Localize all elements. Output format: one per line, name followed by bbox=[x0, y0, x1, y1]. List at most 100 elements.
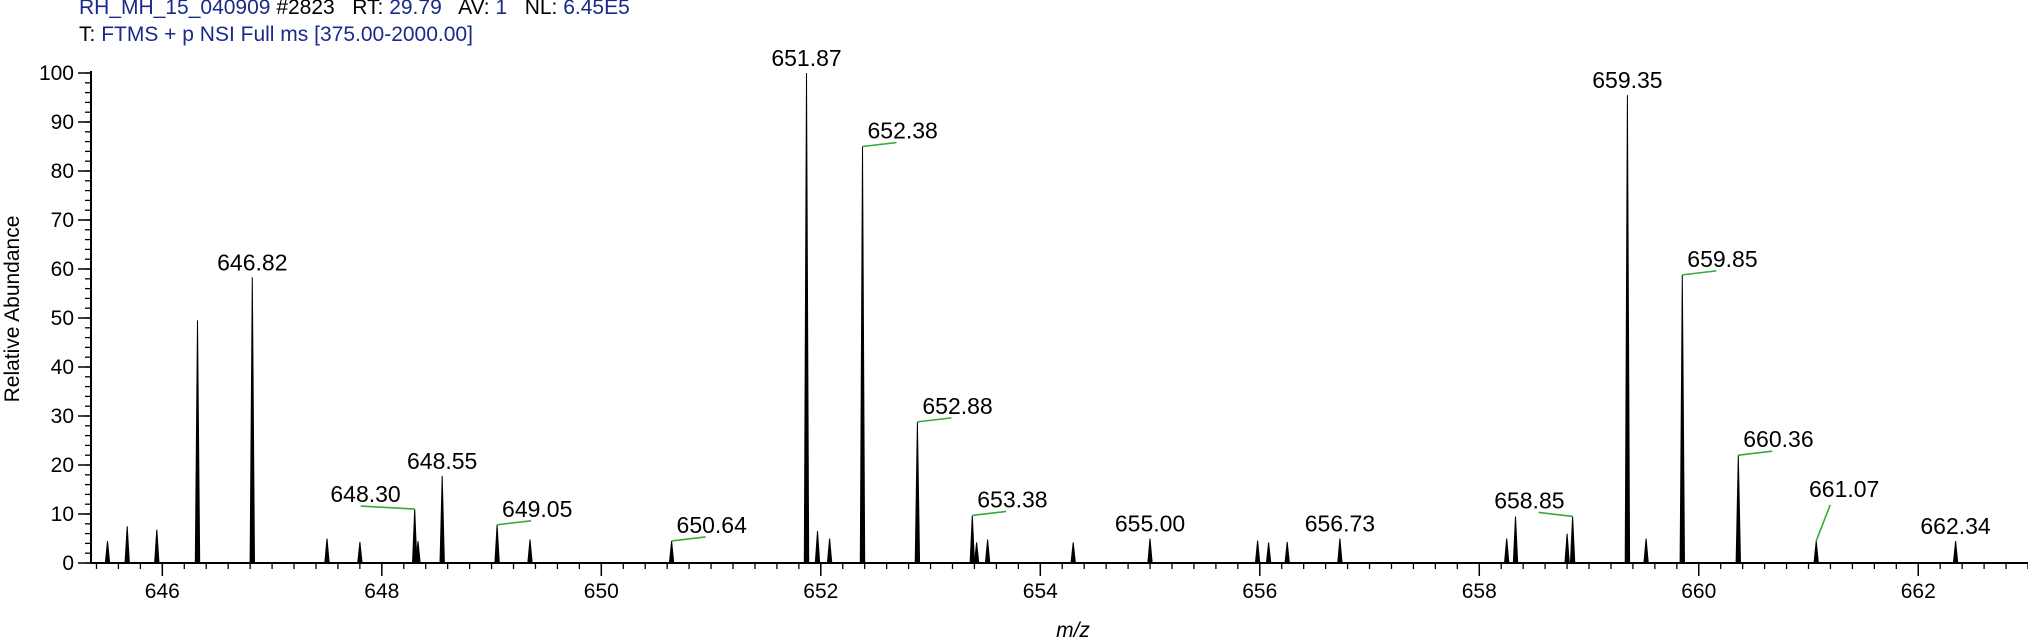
x-tick-label: 646 bbox=[145, 580, 180, 603]
spectrum-peak bbox=[1735, 455, 1742, 564]
spectrum-peak bbox=[973, 542, 980, 564]
av-key: AV: bbox=[458, 0, 490, 19]
peak-label: 648.30 bbox=[330, 481, 400, 507]
x-tick-label: 658 bbox=[1462, 580, 1497, 603]
spectrum-peak bbox=[1284, 541, 1290, 564]
rt-value: 29.79 bbox=[389, 0, 442, 19]
peak-label: 661.07 bbox=[1809, 476, 1879, 502]
spectrum-peak bbox=[527, 539, 533, 564]
y-tick-label: 10 bbox=[51, 503, 74, 526]
peak-label-leader bbox=[496, 519, 532, 526]
nl-value: 6.45E5 bbox=[563, 0, 630, 19]
scan-filter-key: T: bbox=[79, 23, 96, 46]
spectrum-peak bbox=[969, 515, 976, 564]
peak-label-leader bbox=[671, 536, 706, 542]
peak-label-leader bbox=[1538, 511, 1573, 518]
peak-label: 646.82 bbox=[217, 249, 287, 275]
peak-label: 659.35 bbox=[1592, 67, 1662, 93]
peak-label-leader bbox=[917, 417, 952, 423]
peak-label: 650.64 bbox=[677, 512, 748, 538]
spectrum-peak bbox=[1512, 516, 1519, 564]
x-tick-label: 656 bbox=[1242, 580, 1277, 603]
scan-header-line-1: RH_MH_15_040909 #2823 RT: 29.79 AV: 1 NL… bbox=[79, 0, 630, 21]
y-tick-label: 80 bbox=[51, 160, 74, 183]
spectrum-peak bbox=[1265, 542, 1272, 564]
peak-label: 655.00 bbox=[1115, 511, 1185, 537]
chart-peaks bbox=[104, 72, 1959, 564]
x-tick-label: 662 bbox=[1901, 580, 1936, 603]
spectrum-peak bbox=[104, 540, 111, 564]
spectrum-peak bbox=[668, 540, 675, 564]
spectrum-peak bbox=[826, 538, 833, 564]
peak-label-leader bbox=[1738, 450, 1773, 456]
y-tick-label: 100 bbox=[39, 62, 74, 85]
spectrum-peak bbox=[124, 526, 130, 564]
spectrum-peak bbox=[1147, 538, 1153, 564]
x-tick-label: 648 bbox=[364, 580, 399, 603]
x-tick-label: 660 bbox=[1681, 580, 1716, 603]
y-tick-label: 90 bbox=[51, 111, 74, 134]
peak-label-leader bbox=[1815, 504, 1831, 542]
spectrum-peak bbox=[439, 475, 445, 564]
spectrum-peak bbox=[1643, 538, 1649, 564]
peak-label: 648.55 bbox=[407, 448, 477, 474]
x-tick-label: 654 bbox=[1023, 580, 1058, 603]
peak-label: 649.05 bbox=[502, 496, 572, 522]
scan-number: #2823 bbox=[276, 0, 335, 19]
peak-label: 651.87 bbox=[771, 45, 841, 71]
x-tick-label: 652 bbox=[803, 580, 838, 603]
scan-header-line-2: T: FTMS + p NSI Full ms [375.00-2000.00] bbox=[79, 22, 473, 48]
raw-file-name: RH_MH_15_040909 bbox=[79, 0, 271, 19]
spectrum-peak bbox=[1813, 540, 1819, 564]
spectrum-peak bbox=[415, 540, 421, 564]
peak-label: 652.38 bbox=[868, 118, 938, 144]
chart-peak-labels: 646.82 648.30 648.55 649.05 650.64 651.87 652.… bbox=[217, 45, 1991, 542]
peak-label: 658.85 bbox=[1494, 487, 1564, 513]
peak-label: 659.85 bbox=[1687, 246, 1757, 272]
spectrum-peak bbox=[357, 541, 363, 564]
peak-label: 652.88 bbox=[922, 393, 992, 419]
rt-key: RT: bbox=[352, 0, 384, 19]
x-tick-label: 650 bbox=[584, 580, 619, 603]
spectrum-peak bbox=[984, 539, 991, 564]
nl-key: NL: bbox=[524, 0, 558, 19]
y-axis-title: Relative Abundance bbox=[1, 216, 24, 403]
spectrum-peak bbox=[1070, 542, 1076, 564]
chart-axes: 0 10 20 30 40 50 60 70 80 90 100 646 648 650 652 654 656… bbox=[39, 62, 2028, 603]
av-value: 1 bbox=[495, 0, 508, 19]
spectrum-peak bbox=[1337, 538, 1343, 564]
peak-label-leader bbox=[972, 510, 1007, 517]
spectrum-peak bbox=[411, 509, 418, 564]
y-tick-label: 20 bbox=[51, 454, 74, 477]
spectrum-peak bbox=[914, 421, 921, 564]
peak-label: 660.36 bbox=[1743, 426, 1813, 452]
scan-filter-value: FTMS + p NSI Full ms [375.00-2000.00] bbox=[101, 23, 473, 46]
spectrum-peak bbox=[1564, 533, 1570, 564]
spectrum-peak bbox=[1503, 538, 1510, 564]
peak-label-leader bbox=[360, 505, 415, 510]
spectrum-peak bbox=[324, 538, 330, 564]
spectrum-peak bbox=[859, 146, 866, 564]
peak-label: 653.38 bbox=[977, 486, 1047, 512]
x-axis-title: m/z bbox=[1056, 619, 1090, 638]
spectrum-peak bbox=[1254, 540, 1261, 564]
spectrum-peak bbox=[803, 72, 810, 564]
spectrum-peak bbox=[1952, 540, 1959, 564]
spectrum-peak bbox=[194, 320, 201, 564]
spectrum-peak bbox=[814, 531, 821, 564]
y-tick-label: 40 bbox=[51, 356, 74, 379]
y-tick-label: 30 bbox=[51, 405, 74, 428]
y-tick-label: 50 bbox=[51, 307, 74, 330]
y-tick-label: 60 bbox=[51, 258, 74, 281]
spectrum-peak bbox=[1679, 274, 1686, 564]
peak-label: 662.34 bbox=[1920, 513, 1991, 539]
spectrum-peak bbox=[494, 524, 500, 564]
spectrum-peak bbox=[249, 277, 256, 564]
peak-label-leader bbox=[862, 141, 897, 148]
spectrum-peak bbox=[1569, 516, 1576, 564]
spectrum-peak bbox=[154, 529, 160, 564]
peak-label-leader bbox=[1682, 270, 1717, 276]
spectrum-peak bbox=[1624, 95, 1631, 564]
peak-label: 656.73 bbox=[1305, 511, 1375, 537]
